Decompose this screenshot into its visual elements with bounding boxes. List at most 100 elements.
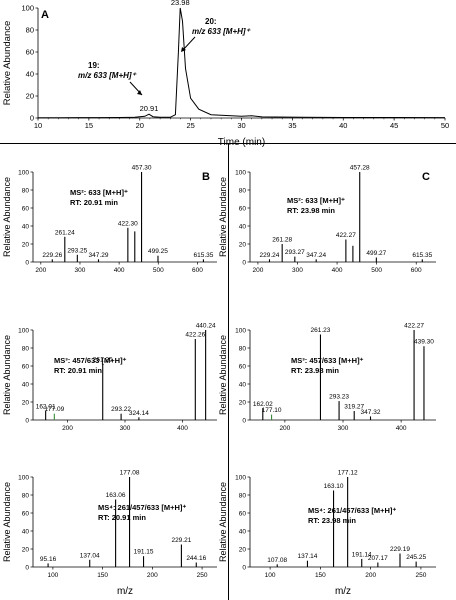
spectrum-title: RT: 23.98 min [287, 206, 335, 215]
peak-label: 347.24 [306, 252, 326, 259]
annotation-text: m/z 633 [M+H]⁺ [78, 71, 137, 80]
peak-label: 347.29 [89, 252, 109, 259]
spectrum-title: MS³: 457/633 [M+H]⁺ [291, 356, 364, 365]
peak-label: 293.22 [111, 406, 131, 413]
y-tick-label: 40 [22, 381, 30, 388]
x-tick-label: 600 [192, 267, 203, 274]
peak-label: 293.23 [329, 394, 349, 401]
y-tick-label: 100 [18, 327, 29, 334]
peak-label: 245.25 [406, 554, 426, 561]
y-tick-label: 40 [239, 223, 247, 230]
chart-c2: 0 20 40 60 80 100 200 300 400 Relative Abundance 1… [218, 323, 436, 432]
x-tick-label: 25 [186, 121, 194, 130]
peak-label: 229.26 [42, 252, 62, 259]
peak-label: 95.16 [40, 556, 57, 563]
x-axis-label: m/z [117, 586, 133, 597]
spectrum-title: MS⁴: 261/457/633 [M+H]⁺ [98, 503, 186, 512]
y-axis-label: Relative Abundance [218, 482, 228, 562]
x-tick-label: 150 [315, 572, 326, 579]
spectrum-title: MS⁴: 261/457/633 [M+H]⁺ [308, 506, 396, 515]
y-tick-label: 0 [242, 417, 246, 424]
peak-label: 137.04 [80, 552, 100, 559]
peak-label: 107.08 [267, 557, 287, 564]
y-axis-label: Relative Abundance [2, 482, 12, 562]
peak-label: 163.06 [106, 492, 126, 499]
y-tick-label: 40 [239, 381, 247, 388]
peak-label: 163.10 [324, 483, 344, 490]
y-tick-label: 80 [22, 492, 30, 499]
y-tick-label: 100 [235, 169, 246, 176]
x-tick-label: 400 [332, 267, 343, 274]
peak-label: 229.21 [171, 537, 191, 544]
y-tick-label: 0 [25, 417, 29, 424]
x-tick-label: 10 [34, 121, 42, 130]
x-tick-label: 15 [85, 121, 93, 130]
peak-label: 293.25 [67, 247, 87, 254]
peak-label: 422.30 [118, 220, 138, 227]
y-tick-label: 60 [22, 510, 30, 517]
y-axis-label: Relative Abundance [2, 21, 13, 106]
y-tick-label: 60 [239, 363, 247, 370]
peak-label: 177.09 [44, 406, 64, 413]
peak-label: 499.27 [366, 250, 386, 257]
panel-label: B [202, 171, 210, 183]
x-tick-label: 35 [288, 121, 296, 130]
annotation-text: m/z 633 [M+H]⁺ [192, 27, 251, 36]
panel-label: C [422, 171, 430, 183]
x-tick-label: 250 [415, 572, 426, 579]
annotation-arrow [182, 36, 196, 51]
peak-label: 191.15 [134, 549, 154, 556]
peak-label: 293.27 [285, 249, 305, 256]
y-tick-label: 40 [26, 69, 34, 78]
y-tick-label: 60 [239, 510, 247, 517]
x-tick-label: 200 [147, 572, 158, 579]
y-tick-label: 0 [30, 113, 34, 122]
x-tick-label: 400 [177, 425, 188, 432]
x-tick-label: 200 [62, 425, 73, 432]
x-tick-label: 40 [339, 121, 347, 130]
peak-label: 191.14 [352, 551, 372, 558]
peak-label: 261.23 [311, 327, 331, 334]
y-tick-label: 20 [239, 546, 247, 553]
peak-label: 422.26 [185, 332, 205, 339]
peak-label: 162.02 [253, 401, 273, 408]
arrowhead [137, 90, 142, 95]
peak-label: 244.16 [186, 555, 206, 562]
y-tick-label: 20 [26, 91, 34, 100]
peak-label: 20.91 [140, 104, 159, 113]
peak-label: 137.14 [298, 553, 318, 560]
y-axis-label: Relative Abundance [2, 177, 12, 257]
annotation-name: 19: [88, 61, 100, 70]
peak-label: 177.12 [338, 470, 358, 477]
x-tick-label: 300 [338, 425, 349, 432]
y-tick-label: 0 [25, 564, 29, 571]
peak-label: 162.01 [36, 404, 56, 411]
y-tick-label: 100 [235, 474, 246, 481]
peak-label: 422.27 [404, 323, 424, 330]
x-tick-label: 45 [390, 121, 398, 130]
peak-label: 439.30 [414, 339, 434, 346]
y-tick-label: 20 [239, 399, 247, 406]
x-tick-label: 100 [265, 572, 276, 579]
y-tick-label: 60 [22, 205, 30, 212]
peak-label: 347.32 [361, 409, 381, 416]
peak-label: 319.27 [344, 404, 364, 411]
y-tick-label: 40 [22, 528, 30, 535]
panel-label: A [41, 9, 49, 21]
x-axis-label: Time (min) [218, 137, 265, 148]
x-tick-label: 250 [197, 572, 208, 579]
y-tick-label: 80 [26, 25, 34, 34]
chart-b1: 0 20 40 60 80 100 200 300 400 500 600 Relative Abun… [2, 165, 217, 274]
x-tick-label: 200 [35, 267, 46, 274]
x-tick-label: 300 [75, 267, 86, 274]
y-tick-label: 20 [22, 546, 30, 553]
spectrum-title: RT: 20.91 min [98, 513, 146, 522]
y-tick-label: 40 [239, 528, 247, 535]
peak-label: 499.25 [148, 248, 168, 255]
peak-label: 261.25 [93, 357, 113, 364]
x-tick-label: 200 [252, 267, 263, 274]
x-tick-label: 500 [153, 267, 164, 274]
peak-label: 457.28 [350, 165, 370, 172]
y-tick-label: 0 [242, 259, 246, 266]
